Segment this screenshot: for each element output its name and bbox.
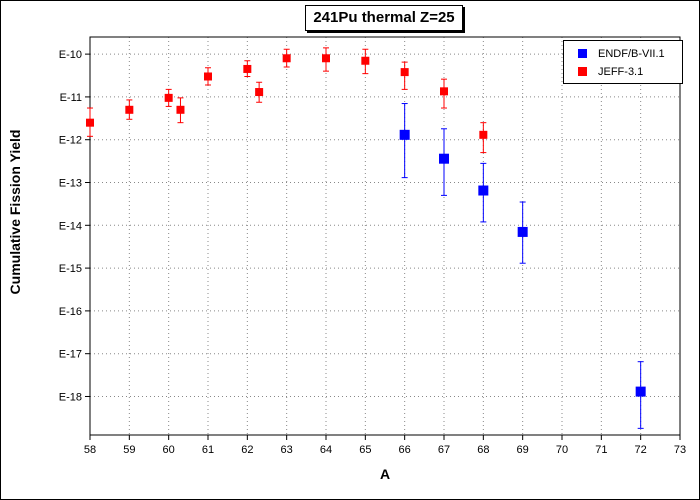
- x-tick-label: 66: [399, 444, 411, 456]
- x-tick-label: 63: [281, 444, 293, 456]
- legend-swatch-endf: [578, 49, 587, 58]
- y-tick-label: E-12: [59, 135, 82, 147]
- data-point: [282, 54, 291, 63]
- x-tick-label: 70: [556, 444, 568, 456]
- x-axis-label: A: [379, 466, 391, 482]
- y-tick-label: E-16: [59, 306, 82, 318]
- x-tick-label: 68: [477, 444, 489, 456]
- y-tick-label: E-11: [60, 92, 82, 104]
- data-point: [400, 68, 409, 77]
- data-point: [125, 105, 134, 114]
- y-tick-label: E-18: [59, 391, 82, 403]
- data-point: [243, 64, 252, 73]
- chart-title: 241Pu thermal Z=25: [313, 9, 455, 26]
- data-point: [204, 72, 212, 81]
- data-point: [399, 129, 410, 140]
- y-tick-label: E-13: [59, 178, 82, 190]
- x-tick-label: 61: [202, 444, 214, 456]
- data-point: [86, 118, 94, 127]
- y-tick-label: E-17: [59, 349, 82, 361]
- data-point: [164, 93, 173, 102]
- data-point: [361, 56, 370, 65]
- x-tick-label: 67: [438, 444, 450, 456]
- x-tick-label: 73: [674, 444, 686, 456]
- legend-label-jeff: JEFF-3.1: [598, 66, 644, 78]
- x-tick-label: 59: [123, 444, 135, 456]
- x-tick-label: 60: [163, 444, 175, 456]
- data-point: [478, 185, 489, 196]
- data-point: [440, 87, 448, 96]
- x-tick-label: 62: [241, 444, 253, 456]
- legend-swatch-jeff: [578, 67, 587, 76]
- data-point: [479, 130, 488, 139]
- legend-label-endf: ENDF/B-VII.1: [598, 48, 665, 60]
- data-point: [322, 54, 330, 63]
- chart-title-box: 241Pu thermal Z=25: [305, 5, 463, 31]
- x-tick-label: 71: [595, 444, 607, 456]
- data-point: [255, 88, 264, 97]
- x-tick-label: 64: [320, 444, 332, 456]
- data-point: [176, 105, 185, 114]
- y-tick-label: E-14: [59, 220, 82, 232]
- data-point: [517, 226, 528, 237]
- x-tick-label: 58: [84, 444, 96, 456]
- data-point: [439, 153, 449, 164]
- axes-box: [89, 36, 681, 436]
- x-tick-label: 65: [359, 444, 371, 456]
- y-tick-label: E-15: [59, 263, 82, 275]
- x-tick-label: 69: [517, 444, 529, 456]
- y-tick-label: E-10: [59, 49, 82, 61]
- legend: ENDF/B-VII.1 JEFF-3.1: [563, 40, 683, 84]
- y-axis-label: Cumulative Fission Yield: [7, 129, 23, 295]
- x-tick-label: 72: [635, 444, 647, 456]
- data-point: [635, 386, 646, 397]
